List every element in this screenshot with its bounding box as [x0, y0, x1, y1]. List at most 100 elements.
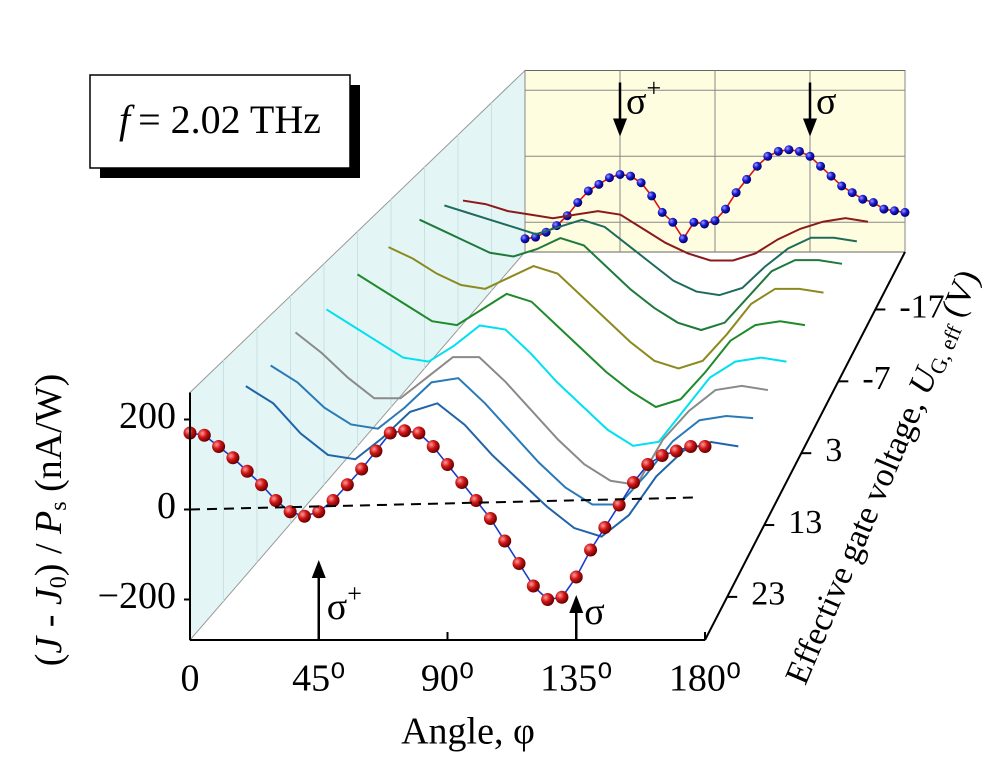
data-point	[699, 219, 709, 229]
data-point	[784, 145, 794, 155]
data-point	[742, 174, 752, 184]
data-point	[868, 198, 878, 207]
data-point	[520, 234, 530, 244]
data-point	[583, 186, 593, 196]
data-point	[383, 426, 397, 440]
data-point	[641, 458, 655, 471]
frequency-label: f = 2.02 THz	[119, 97, 321, 142]
data-point	[498, 534, 512, 548]
data-point	[555, 590, 569, 604]
data-point	[526, 579, 540, 593]
data-point	[569, 570, 583, 584]
series-line	[294, 331, 769, 486]
arrow-head	[311, 560, 326, 578]
data-point	[369, 444, 383, 458]
data-point	[483, 512, 497, 525]
series-line	[356, 273, 806, 409]
data-point	[612, 498, 626, 512]
data-point	[469, 494, 483, 507]
data-point	[531, 232, 541, 242]
data-point	[826, 171, 836, 181]
data-point	[710, 216, 720, 226]
x-tick-label: 45⁰	[292, 658, 345, 700]
data-point	[889, 206, 899, 216]
series-line	[245, 385, 739, 538]
ylabel-part: s	[46, 501, 72, 510]
data-point	[763, 151, 773, 161]
data-point	[668, 217, 678, 227]
series-line	[270, 364, 754, 506]
data-point	[212, 440, 226, 453]
arrow-head	[803, 118, 817, 137]
ylabel-part: -	[28, 605, 70, 637]
data-point	[398, 424, 412, 438]
data-point	[858, 194, 868, 204]
data-point	[283, 505, 297, 519]
data-point	[689, 217, 699, 227]
data-point	[512, 557, 526, 570]
y-tick-label: −200	[98, 575, 176, 617]
data-point	[805, 151, 815, 161]
data-point	[678, 234, 688, 244]
x-axis-label: Angle, φ	[401, 711, 535, 753]
ylabel-part: J	[28, 586, 70, 605]
data-point	[900, 207, 910, 217]
z-tick-label: -17	[899, 288, 944, 325]
data-point	[584, 543, 598, 557]
data-point	[647, 191, 657, 201]
series-line	[388, 246, 824, 370]
data-point	[573, 198, 583, 207]
data-point	[721, 204, 731, 214]
y-tick-label: 0	[157, 485, 176, 527]
x-tick-label: 135⁰	[540, 658, 612, 700]
data-point	[197, 428, 211, 442]
data-point	[598, 521, 612, 534]
annotation-symbol: σ	[584, 591, 604, 633]
data-point	[636, 178, 646, 188]
data-point	[240, 464, 254, 478]
ylabel-part: ) /	[28, 534, 70, 576]
zlabel-part: (V)	[931, 265, 987, 331]
series-line	[325, 308, 787, 447]
data-point	[669, 444, 683, 458]
data-point	[626, 171, 636, 181]
annotation-symbol: σ	[626, 80, 646, 122]
data-point	[326, 494, 340, 507]
ylabel-part: J	[28, 635, 70, 654]
data-point	[698, 440, 712, 453]
x-tick-label: 0	[181, 658, 200, 700]
annotation-symbol: σ	[816, 80, 836, 122]
data-point	[847, 188, 857, 198]
data-point	[297, 509, 311, 523]
data-point	[615, 169, 625, 179]
data-point	[684, 440, 698, 453]
data-point	[455, 476, 469, 489]
annotation: σ+	[327, 579, 362, 628]
data-point	[879, 204, 889, 214]
annotation: σ	[816, 80, 836, 122]
annotation-sup: +	[646, 73, 661, 102]
data-point	[657, 207, 667, 217]
data-point	[340, 478, 354, 492]
arrow-head	[613, 118, 627, 137]
data-point	[655, 449, 669, 462]
data-point	[604, 173, 614, 183]
annotation-sup: +	[347, 579, 362, 608]
label-box	[89, 74, 351, 169]
y-tick-label: 200	[119, 395, 176, 437]
z-tick-label: 3	[825, 432, 842, 469]
data-point	[731, 188, 741, 198]
data-point	[269, 494, 283, 507]
data-point	[355, 462, 369, 476]
annotation: σ	[584, 591, 604, 633]
data-point	[312, 505, 326, 519]
z-axis	[704, 251, 906, 641]
data-point	[426, 440, 440, 453]
data-point	[594, 179, 604, 189]
annotation: σ+	[626, 73, 661, 122]
ylabel-part: (	[28, 654, 70, 667]
series-line	[444, 204, 858, 297]
data-point	[541, 593, 555, 606]
